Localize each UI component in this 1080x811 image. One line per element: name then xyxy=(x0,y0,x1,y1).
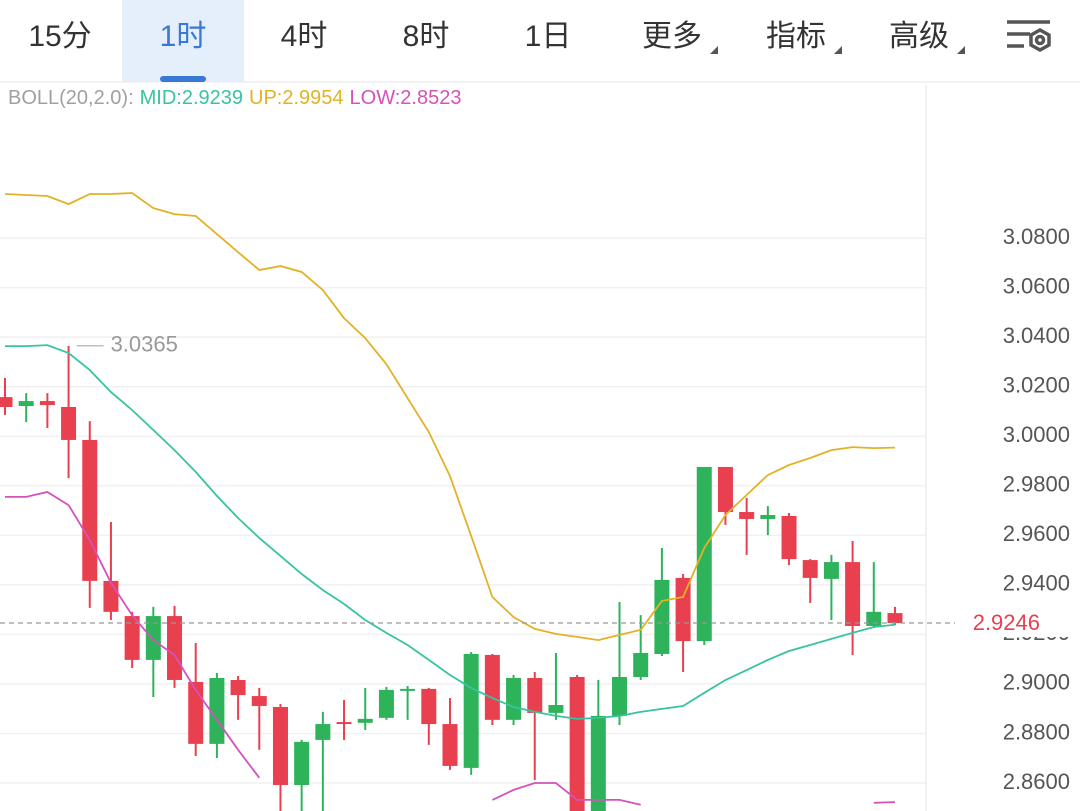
active-tab-indicator xyxy=(160,76,206,82)
tab[interactable]: 15分 xyxy=(28,20,91,53)
menu-arrow xyxy=(834,46,842,54)
candle-body xyxy=(294,741,310,785)
candle-body xyxy=(717,466,733,513)
candle-body xyxy=(442,724,458,766)
candle-body xyxy=(887,613,903,623)
y-tick-label: 3.0400 xyxy=(1003,323,1070,348)
candle-body xyxy=(823,562,839,579)
candle-body xyxy=(506,677,522,720)
y-tick-label: 3.0000 xyxy=(1003,422,1070,447)
legend-entry: LOW:2.8523 xyxy=(350,87,462,109)
candle-body xyxy=(739,512,755,519)
candle-body xyxy=(845,562,861,626)
candle-body xyxy=(0,397,13,408)
y-tick-label: 3.0800 xyxy=(1003,224,1070,249)
candle-body xyxy=(272,706,288,785)
candle-body xyxy=(61,407,77,440)
indicator-legend: BOLL(20,2.0): MID:2.9239 UP:2.9954 LOW:2.85… xyxy=(8,87,461,109)
high-marker-label: 3.0365 xyxy=(111,332,178,357)
candle-body xyxy=(18,401,34,407)
candle-body xyxy=(103,580,119,612)
grid: 3.0800 3.0600 3.0400 3.0200 3.0000 2.9800 2.96… xyxy=(0,224,1070,794)
candle-body xyxy=(230,679,246,696)
candle-body xyxy=(39,401,55,406)
tab[interactable]: 4时 xyxy=(281,20,328,53)
candle-body xyxy=(188,681,204,744)
menu[interactable]: 高级 xyxy=(889,20,949,53)
menu-arrow xyxy=(710,46,718,54)
candle-body xyxy=(781,515,797,560)
candle-body xyxy=(569,676,585,811)
candle-body xyxy=(866,611,882,626)
candle-body xyxy=(760,515,776,519)
candle-body xyxy=(145,616,161,660)
y-tick-label: 3.0600 xyxy=(1003,273,1070,298)
candle-body xyxy=(400,688,416,691)
overlay: BOLL(20,2.0): MID:2.9239 UP:2.9954 LOW:2.85… xyxy=(0,87,1070,637)
candle-body xyxy=(357,718,373,723)
legend-entry: BOLL(20,2.0): xyxy=(8,87,134,109)
candle-body xyxy=(421,688,437,725)
candle-body xyxy=(654,579,670,654)
tab[interactable]: 8时 xyxy=(403,20,450,53)
legend-entry: MID:2.9239 xyxy=(140,87,243,109)
candle-body xyxy=(82,439,98,581)
candle-body xyxy=(633,652,649,677)
candle-body xyxy=(590,715,606,811)
y-tick-label: 2.9600 xyxy=(1003,521,1070,546)
tab-bar: 15分 1时 4时 8时 1日 更多 指标 高级 xyxy=(28,0,965,82)
boll-line xyxy=(4,192,896,642)
candle-body xyxy=(675,577,691,642)
boll-line xyxy=(5,344,896,720)
tab[interactable]: 1时 xyxy=(160,20,207,53)
candle-body xyxy=(696,466,712,642)
candle-body xyxy=(463,653,479,768)
candle-body xyxy=(209,677,225,744)
last-price-label: 2.9246 xyxy=(973,610,1040,635)
last-price-box xyxy=(958,608,1070,637)
menu[interactable]: 更多 xyxy=(642,20,702,53)
y-tick-label: 3.0200 xyxy=(1003,373,1070,398)
y-tick-label: 2.8800 xyxy=(1003,719,1070,744)
candle-body xyxy=(124,616,140,660)
y-tick-label: 2.9400 xyxy=(1003,571,1070,596)
candle-body xyxy=(167,616,183,680)
candle-body xyxy=(315,724,331,740)
candle-body xyxy=(612,676,628,716)
menu[interactable]: 指标 xyxy=(766,20,826,53)
legend-entry: UP:2.9954 xyxy=(249,87,344,109)
candle-body xyxy=(548,704,564,713)
y-tick-label: 2.9800 xyxy=(1003,472,1070,497)
boll-line xyxy=(5,491,896,806)
candle-body xyxy=(527,677,543,713)
candle-body xyxy=(251,696,267,706)
candle-body xyxy=(484,654,500,720)
candle-body xyxy=(336,722,352,725)
candle-body xyxy=(378,689,394,718)
menu-arrow xyxy=(957,46,965,54)
y-tick-label: 2.8600 xyxy=(1003,769,1070,794)
tab[interactable]: 1日 xyxy=(525,20,572,53)
settings-icon[interactable] xyxy=(1007,20,1051,53)
plot-area xyxy=(0,192,903,811)
active-tab-bg xyxy=(122,0,244,82)
y-tick-label: 2.9000 xyxy=(1003,670,1070,695)
candle-body xyxy=(802,560,818,578)
